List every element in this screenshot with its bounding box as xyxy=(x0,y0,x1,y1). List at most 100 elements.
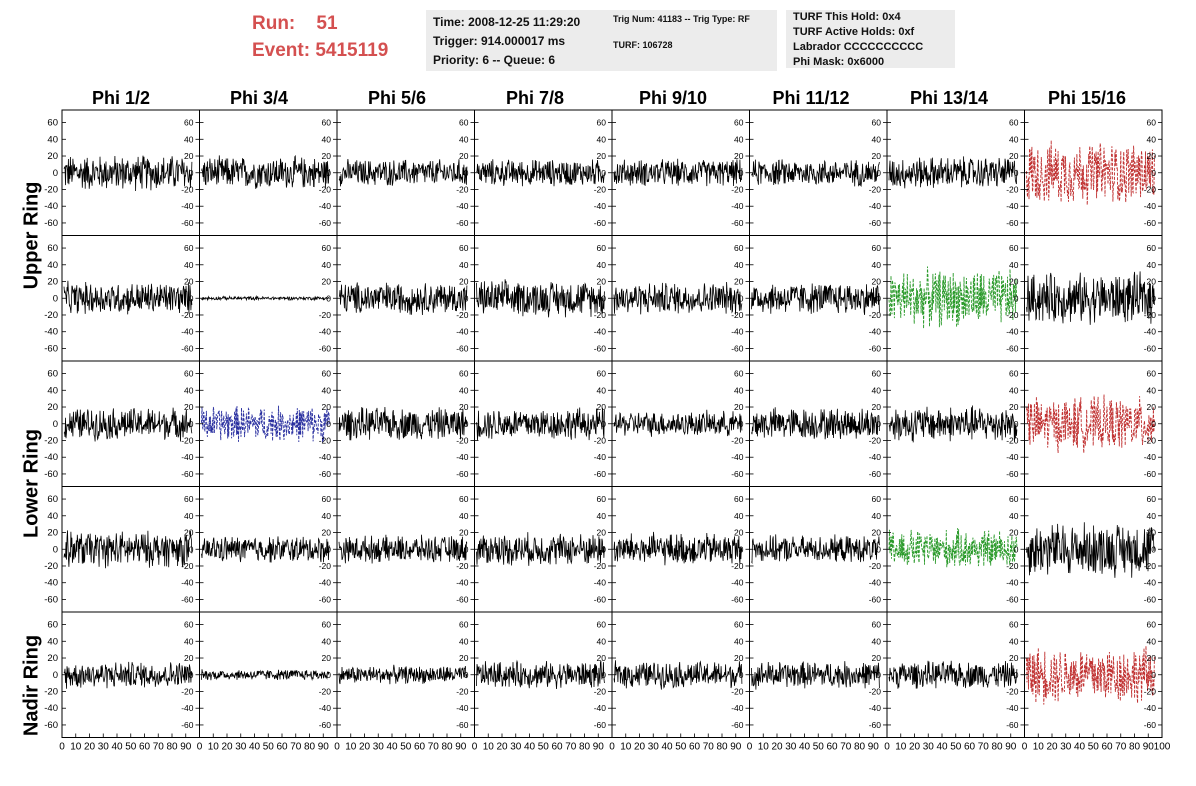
y-tick-label: -60 xyxy=(456,343,469,353)
waveform-trace xyxy=(201,294,330,302)
y-tick-label: -60 xyxy=(594,218,607,228)
y-tick-label: 0 xyxy=(601,168,606,178)
y-tick-label: -40 xyxy=(594,327,607,337)
y-tick-label: 0 xyxy=(739,419,744,429)
y-tick-label: 40 xyxy=(872,511,882,521)
run-event-block: Run: 51 Event: 5415119 xyxy=(252,10,388,64)
x-tick-label: 60 xyxy=(826,742,838,753)
y-tick-label: -60 xyxy=(1006,343,1019,353)
x-tick-label: 70 xyxy=(565,742,577,753)
y-tick-label: -60 xyxy=(319,343,332,353)
y-tick-label: -40 xyxy=(1144,201,1157,211)
y-tick-label: -20 xyxy=(319,686,332,696)
y-tick-label: 0 xyxy=(1151,544,1156,554)
x-tick-label: 90 xyxy=(180,742,192,753)
y-tick-label: 60 xyxy=(872,243,882,253)
y-tick-label: -20 xyxy=(1006,435,1019,445)
y-tick-label: -20 xyxy=(594,561,607,571)
y-tick-label: -60 xyxy=(869,343,882,353)
y-tick-label: -60 xyxy=(181,594,194,604)
y-tick-label: 60 xyxy=(872,620,882,630)
y-tick-label: 20 xyxy=(1009,528,1019,538)
y-tick-label: 40 xyxy=(734,134,744,144)
waveform-trace xyxy=(888,528,1018,568)
y-tick-label: -60 xyxy=(1144,343,1157,353)
y-tick-label: 0 xyxy=(1151,293,1156,303)
y-tick-label: -20 xyxy=(1144,184,1157,194)
y-tick-label: 40 xyxy=(184,385,194,395)
x-tick-label: 30 xyxy=(648,742,660,753)
y-tick-label: 60 xyxy=(734,118,744,128)
waveform-trace xyxy=(338,282,468,316)
x-tick-label: 50 xyxy=(950,742,962,753)
y-tick-label: -40 xyxy=(181,452,194,462)
x-tick-label: 0 xyxy=(609,742,615,753)
waveform-trace xyxy=(1026,522,1155,578)
y-tick-label: -20 xyxy=(181,310,194,320)
x-tick-label: 40 xyxy=(1074,742,1086,753)
y-tick-label: -40 xyxy=(319,703,332,713)
y-tick-label: -40 xyxy=(181,703,194,713)
x-tick-label: 50 xyxy=(400,742,412,753)
y-tick-label: 60 xyxy=(459,494,469,504)
column-header-phi-13-14: Phi 13/14 xyxy=(909,88,989,108)
y-tick-label: -60 xyxy=(594,469,607,479)
y-tick-label: 60 xyxy=(459,369,469,379)
y-tick-label: -20 xyxy=(869,184,882,194)
y-tick-label: 40 xyxy=(1009,385,1019,395)
y-tick-label: 0 xyxy=(464,293,469,303)
x-tick-label: 20 xyxy=(634,742,646,753)
y-axis-label: -20 xyxy=(44,686,58,697)
y-tick-label: 20 xyxy=(872,528,882,538)
x-tick-label: 80 xyxy=(716,742,728,753)
y-tick-label: -60 xyxy=(1144,218,1157,228)
y-tick-label: 60 xyxy=(734,243,744,253)
y-tick-label: -60 xyxy=(456,594,469,604)
y-tick-label: -20 xyxy=(181,561,194,571)
x-tick-label: 20 xyxy=(496,742,508,753)
y-axis-label: 20 xyxy=(47,151,58,162)
x-tick-label: 70 xyxy=(703,742,715,753)
y-axis-label: 40 xyxy=(47,260,58,271)
y-tick-label: 0 xyxy=(189,168,194,178)
y-tick-label: -20 xyxy=(456,435,469,445)
y-tick-label: 20 xyxy=(872,151,882,161)
x-tick-label: 10 xyxy=(483,742,495,753)
y-tick-label: 40 xyxy=(734,385,744,395)
x-tick-label: 50 xyxy=(538,742,550,753)
y-tick-label: 0 xyxy=(739,670,744,680)
y-axis-label: -40 xyxy=(44,201,58,212)
y-axis-label: 20 xyxy=(47,653,58,664)
y-tick-label: -40 xyxy=(181,201,194,211)
y-tick-label: -60 xyxy=(731,469,744,479)
y-tick-label: 40 xyxy=(184,134,194,144)
waveform-trace xyxy=(338,406,468,441)
waveform-trace xyxy=(338,534,468,564)
y-tick-label: 0 xyxy=(1014,419,1019,429)
x-tick-label: 10 xyxy=(895,742,907,753)
event-value: 5415119 xyxy=(315,40,389,61)
y-tick-label: 40 xyxy=(597,260,607,270)
y-tick-label: 20 xyxy=(322,402,332,412)
y-tick-label: 0 xyxy=(326,293,331,303)
y-axis-label: 40 xyxy=(47,636,58,647)
y-tick-label: -60 xyxy=(181,469,194,479)
x-tick-label: 50 xyxy=(813,742,825,753)
y-tick-label: -60 xyxy=(594,594,607,604)
y-tick-label: -40 xyxy=(1144,703,1157,713)
y-tick-label: -40 xyxy=(1006,452,1019,462)
y-tick-label: -20 xyxy=(869,310,882,320)
y-tick-label: 60 xyxy=(734,620,744,630)
waveform-trace xyxy=(751,534,880,565)
y-tick-label: -60 xyxy=(1006,469,1019,479)
y-tick-label: -60 xyxy=(731,343,744,353)
y-tick-label: 20 xyxy=(459,151,469,161)
y-tick-label: 20 xyxy=(1009,277,1019,287)
y-tick-label: 20 xyxy=(184,528,194,538)
time-text: Time: 2008-12-25 11:29:20 xyxy=(433,15,581,29)
y-tick-label: -40 xyxy=(181,327,194,337)
labrador-text: Labrador CCCCCCCCCC xyxy=(793,41,924,53)
y-tick-label: 60 xyxy=(322,118,332,128)
y-tick-label: 40 xyxy=(872,385,882,395)
y-tick-label: 60 xyxy=(1147,118,1157,128)
